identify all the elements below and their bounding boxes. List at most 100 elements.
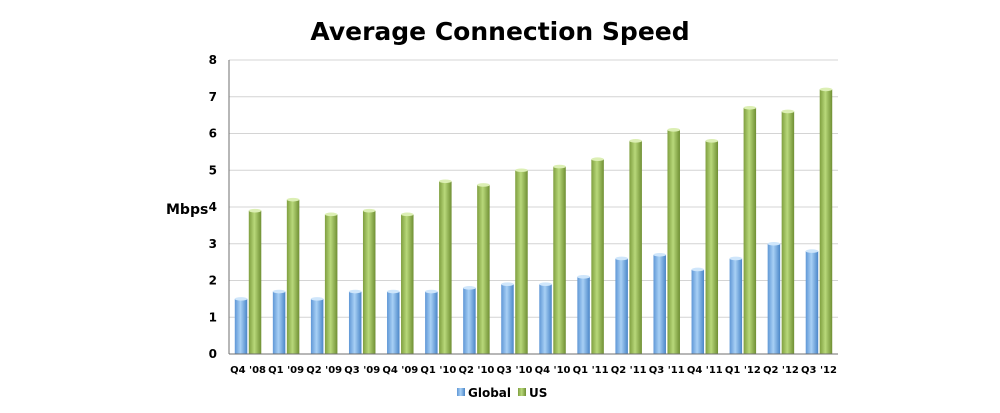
x-tick-label: Q4 '10 [535,365,571,376]
x-tick-label: Q3 '10 [497,365,533,376]
bar-global [691,269,705,354]
bar-top-global [501,282,514,286]
bar-top-us [515,168,528,173]
bar-us [553,166,566,354]
bar-us [362,210,376,354]
bar-global [348,291,362,354]
bar-global [539,284,552,354]
bar-top-us [629,139,642,143]
bar-top-global [310,297,324,301]
bar-us [705,140,719,354]
bar-us [401,214,414,354]
bar-top-us [667,128,680,132]
bar-global [577,276,590,354]
legend-label-global: Global [468,386,511,400]
bar-global [501,284,514,354]
bar-global [272,291,286,354]
bar-us [667,129,680,354]
x-tick-label: Q3 '12 [801,365,837,376]
bar-global [615,258,628,354]
x-tick-label: Q2 '10 [458,365,494,376]
bar-top-us [591,157,604,162]
bar-global [653,254,666,354]
bar-top-global [653,252,666,257]
x-tick-label: Q1 '10 [420,365,456,376]
bar-global [463,287,476,354]
x-tick-label: Q1 '11 [573,365,609,376]
bar-global [234,298,248,354]
y-tick-label: 4 [209,200,217,214]
y-tick-label: 3 [209,237,217,251]
bar-top-us [705,139,719,143]
y-tick-label: 2 [209,274,217,288]
bar-us [629,140,642,354]
x-tick-label: Q3 '09 [344,365,380,376]
bar-top-us [477,183,490,187]
bar-us [439,181,452,354]
y-tick-label: 8 [209,53,217,67]
x-tick-label: Q2 '12 [763,365,799,376]
bar-top-global [577,275,590,279]
bar-us [248,210,262,354]
bar-top-us [362,208,376,213]
bar-us [819,89,833,355]
x-tick-label: Q4 '08 [230,365,266,376]
x-tick-label: Q1 '09 [268,365,304,376]
bar-top-global [272,289,286,294]
bar-top-global [615,256,628,261]
x-tick-label: Q2 '11 [611,365,647,376]
bar-us [515,170,528,354]
bar-top-us [781,109,795,114]
legend-swatch-global [457,388,465,396]
bar-top-global [463,286,476,290]
bar-global [805,251,819,354]
bar-top-global [729,256,743,261]
x-tick-label: Q1 '12 [725,365,761,376]
x-tick-label: Q4 '11 [687,365,723,376]
y-tick-labels: 0 1 2 3 4 5 6 7 8 [209,53,217,361]
bar-us [591,159,604,354]
bar-top-us [324,212,338,217]
y-axis-label: Mbps [166,202,208,218]
y-tick-label: 0 [209,347,217,361]
bar-us [324,214,338,354]
y-tick-label: 6 [209,127,217,141]
bar-top-us [439,179,452,184]
bar-top-global [691,267,705,272]
legend: Global US [457,386,547,400]
chart-title: Average Connection Speed [310,17,689,46]
bar-top-global [387,289,400,294]
bar-global [767,243,781,354]
x-tick-label: Q3 '11 [649,365,685,376]
x-tick-label: Q4 '09 [382,365,418,376]
legend-swatch-us [518,388,526,396]
y-tick-label: 7 [209,90,217,104]
bar-top-us [819,87,833,92]
bar-global [387,291,400,354]
bar-top-global [767,241,781,246]
bar-us [477,184,490,354]
bar-top-global [348,289,362,294]
y-tick-label: 5 [209,163,217,177]
bar-global [729,258,743,354]
x-tick-label: Q2 '09 [306,365,342,376]
bar-global [310,298,324,354]
bar-top-global [234,297,248,301]
bar-top-global [539,282,552,286]
bar-top-us [401,212,414,217]
bar-top-us [743,105,757,110]
bar-top-global [425,289,438,294]
bars [234,87,833,355]
legend-label-us: US [529,386,547,400]
bar-us [286,199,300,354]
bar-top-us [553,164,566,169]
bar-us [743,107,757,355]
bar-top-us [286,197,300,202]
bar-us [781,111,795,354]
y-tick-label: 1 [209,310,217,324]
x-tick-labels: Q4 '08 Q1 '09 Q2 '09 Q3 '09 Q4 '09 Q1 '10 Q2 '… [230,365,837,376]
bar-top-global [805,249,819,253]
bar-top-us [248,208,262,213]
bar-global [425,291,438,354]
